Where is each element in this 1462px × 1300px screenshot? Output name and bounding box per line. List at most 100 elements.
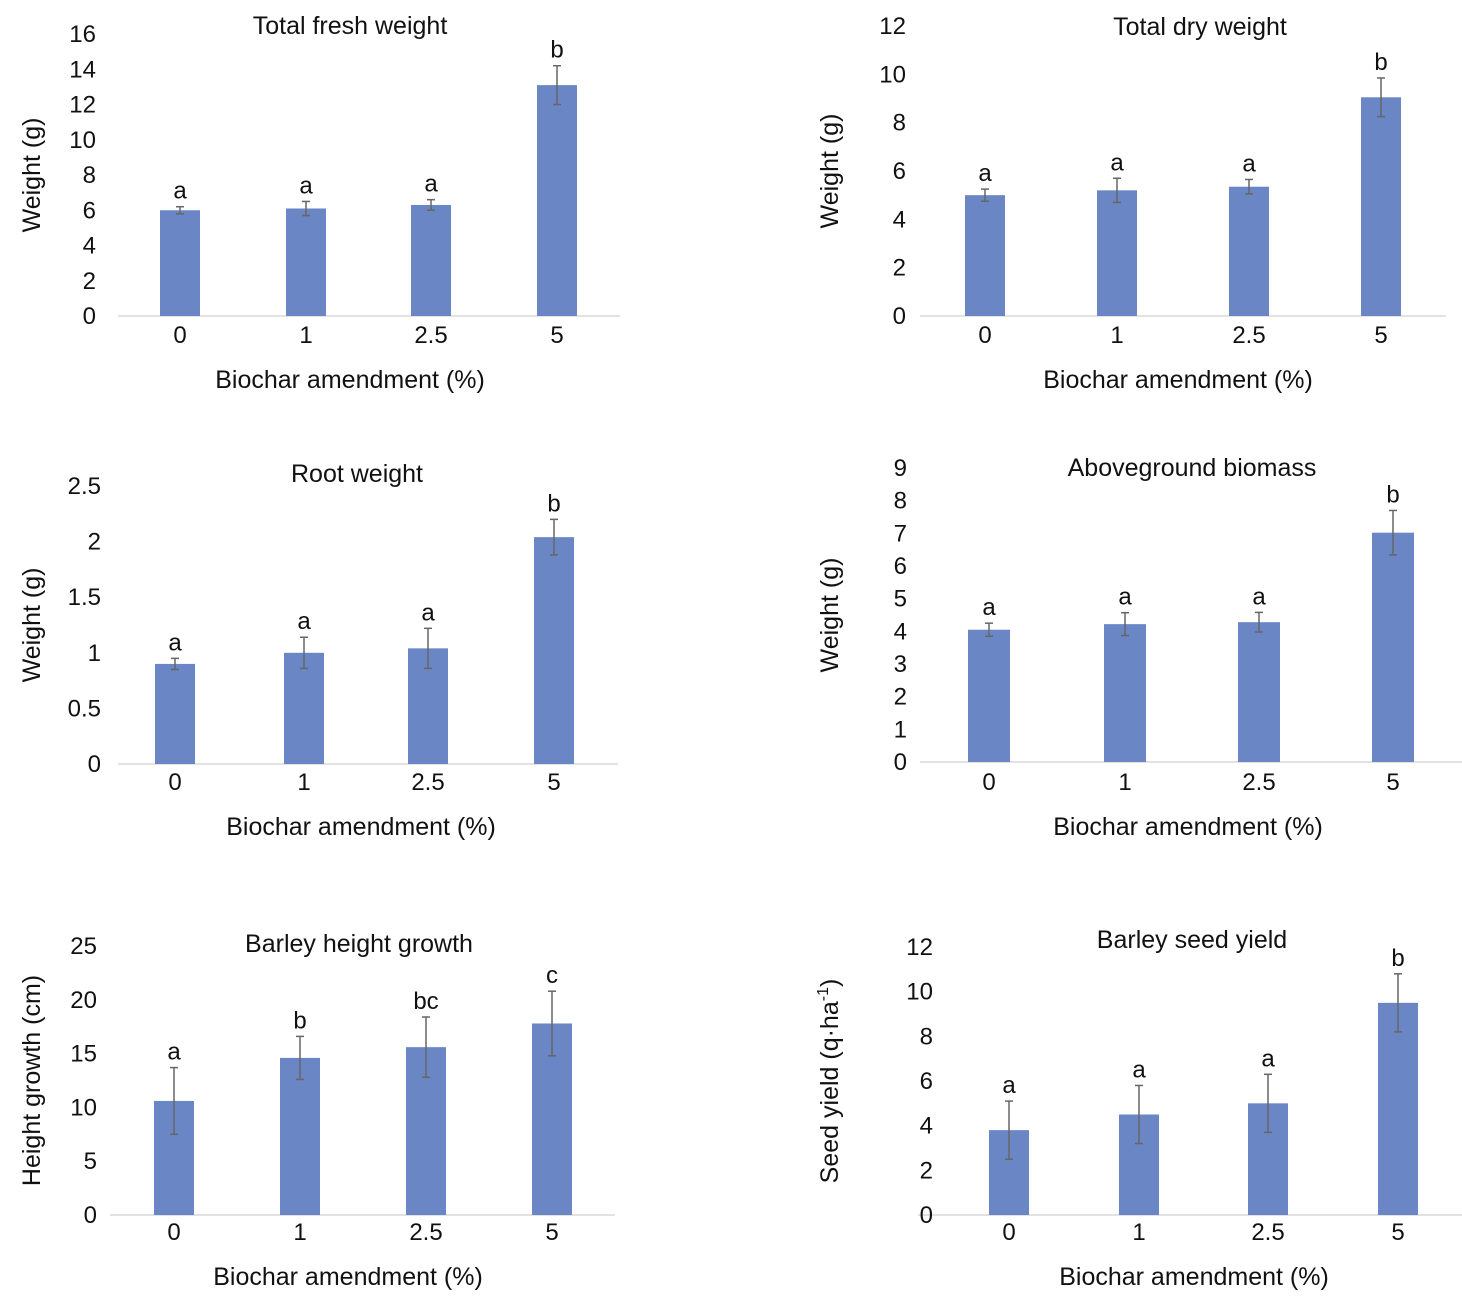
significance-letter: bc <box>413 988 438 1015</box>
y-tick-label: 4 <box>83 233 96 260</box>
chart-panel-3: Root weight 0 0.5 1 1.5 2 2.5 a 0 a 1 a 2.5 b 5 Biochar… <box>18 460 618 841</box>
y-tick-label: 0 <box>88 751 101 778</box>
significance-letter: b <box>547 490 560 517</box>
x-tick-label: 0 <box>168 769 181 796</box>
bar <box>286 208 326 316</box>
y-tick-label: 6 <box>894 553 907 580</box>
y-tick-label: 15 <box>70 1041 97 1068</box>
significance-letter: b <box>293 1007 306 1034</box>
y-tick-label: 10 <box>906 979 933 1006</box>
x-tick-label: 1 <box>293 1219 306 1246</box>
x-tick-label: 2.5 <box>1242 769 1275 796</box>
y-tick-label: 5 <box>84 1148 97 1175</box>
y-tick-label: 25 <box>70 933 97 960</box>
y-tick-label: 5 <box>894 586 907 613</box>
bar <box>160 210 200 316</box>
x-tick-label: 0 <box>978 322 991 349</box>
significance-letter: a <box>1252 583 1266 610</box>
y-tick-label: 10 <box>879 61 906 88</box>
y-tick-label: 6 <box>920 1068 933 1095</box>
y-tick-label: 10 <box>70 1094 97 1121</box>
y-tick-label: 2 <box>920 1157 933 1184</box>
x-tick-label: 0 <box>982 769 995 796</box>
x-tick-label: 5 <box>550 322 563 349</box>
y-axis-label-suffix: ) <box>816 979 844 987</box>
y-axis-label: Weight (g) <box>816 114 844 229</box>
x-tick-label: 1 <box>1110 322 1123 349</box>
y-tick-label: 4 <box>893 206 906 233</box>
chart-title: Barley height growth <box>245 930 473 958</box>
x-axis-label: Biochar amendment (%) <box>1043 366 1313 394</box>
significance-letter: a <box>978 160 992 187</box>
y-tick-label: 12 <box>879 13 906 40</box>
chart-panel-1: Total fresh weight 0 2 4 6 8 10 12 14 16 a 0 a 1 a 2.5 b… <box>18 12 620 394</box>
significance-letter: a <box>1132 1056 1146 1083</box>
y-axis-label-superscript: -1 <box>815 987 832 1001</box>
y-tick-label: 2.5 <box>68 473 101 500</box>
y-tick-label: 2 <box>83 268 96 295</box>
significance-letter: a <box>1261 1045 1275 1072</box>
y-tick-label: 0.5 <box>68 695 101 722</box>
significance-letter: a <box>297 608 311 635</box>
bar <box>1104 624 1146 762</box>
y-tick-label: 12 <box>906 934 933 961</box>
significance-letter: b <box>1391 945 1404 972</box>
x-axis-label: Biochar amendment (%) <box>213 1263 483 1291</box>
x-axis-label: Biochar amendment (%) <box>1053 813 1323 841</box>
y-axis-label: Seed yield (q·ha-1) <box>815 979 844 1184</box>
chart-panel-5: Barley height growth 0 5 10 15 20 25 a 0 b 1 bc 2.5 c… <box>18 930 615 1291</box>
y-tick-label: 3 <box>894 651 907 678</box>
y-tick-label: 8 <box>920 1023 933 1050</box>
y-tick-label: 2 <box>893 255 906 282</box>
significance-letter: a <box>1242 150 1256 177</box>
chart-panel-2: Total dry weight 0 2 4 6 8 10 12 a 0 a 1 a 2.5 b 5 Bioch… <box>816 13 1446 394</box>
x-tick-label: 1 <box>1132 1219 1145 1246</box>
bar <box>965 195 1005 316</box>
y-tick-label: 8 <box>83 162 96 189</box>
y-tick-label: 8 <box>894 488 907 515</box>
significance-letter: a <box>424 171 438 198</box>
x-tick-label: 5 <box>1391 1219 1404 1246</box>
y-tick-label: 16 <box>69 21 96 48</box>
x-tick-label: 2.5 <box>414 322 447 349</box>
x-tick-label: 2.5 <box>409 1219 442 1246</box>
significance-letter: a <box>168 629 182 656</box>
significance-letter: c <box>546 962 558 989</box>
y-tick-label: 8 <box>893 110 906 137</box>
x-tick-label: 0 <box>167 1219 180 1246</box>
x-tick-label: 5 <box>1374 322 1387 349</box>
x-axis-label: Biochar amendment (%) <box>1059 1263 1329 1291</box>
y-tick-label: 20 <box>70 987 97 1014</box>
significance-letter: a <box>299 172 313 199</box>
x-tick-label: 2.5 <box>1251 1219 1284 1246</box>
bar <box>280 1057 320 1215</box>
chart-title: Total fresh weight <box>253 12 448 40</box>
y-tick-label: 4 <box>920 1113 933 1140</box>
y-tick-label: 4 <box>894 618 907 645</box>
chart-panel-4: Aboveground biomass 0 1 2 3 4 5 6 7 8 9 a 0 a 1 a 2.5 b 5 B… <box>816 454 1462 841</box>
y-tick-label: 2 <box>88 529 101 556</box>
bar <box>1238 622 1280 762</box>
bar <box>968 629 1010 762</box>
y-tick-label: 12 <box>69 92 96 119</box>
x-tick-label: 5 <box>1386 769 1399 796</box>
bar <box>534 537 574 764</box>
y-axis-label: Weight (g) <box>18 118 46 233</box>
y-tick-label: 14 <box>69 56 96 83</box>
significance-letter: b <box>1386 481 1399 508</box>
bar <box>537 85 577 316</box>
y-tick-label: 2 <box>894 684 907 711</box>
x-tick-label: 5 <box>545 1219 558 1246</box>
y-tick-label: 0 <box>84 1202 97 1229</box>
x-tick-label: 0 <box>1002 1219 1015 1246</box>
y-tick-label: 0 <box>894 749 907 776</box>
y-tick-label: 1.5 <box>68 584 101 611</box>
y-tick-label: 6 <box>893 158 906 185</box>
significance-letter: a <box>173 178 187 205</box>
significance-letter: b <box>1374 49 1387 76</box>
significance-letter: a <box>421 599 435 626</box>
chart-title: Total dry weight <box>1113 13 1287 41</box>
bar <box>1372 532 1414 762</box>
y-tick-label: 10 <box>69 127 96 154</box>
y-axis-label: Weight (g) <box>18 568 46 683</box>
